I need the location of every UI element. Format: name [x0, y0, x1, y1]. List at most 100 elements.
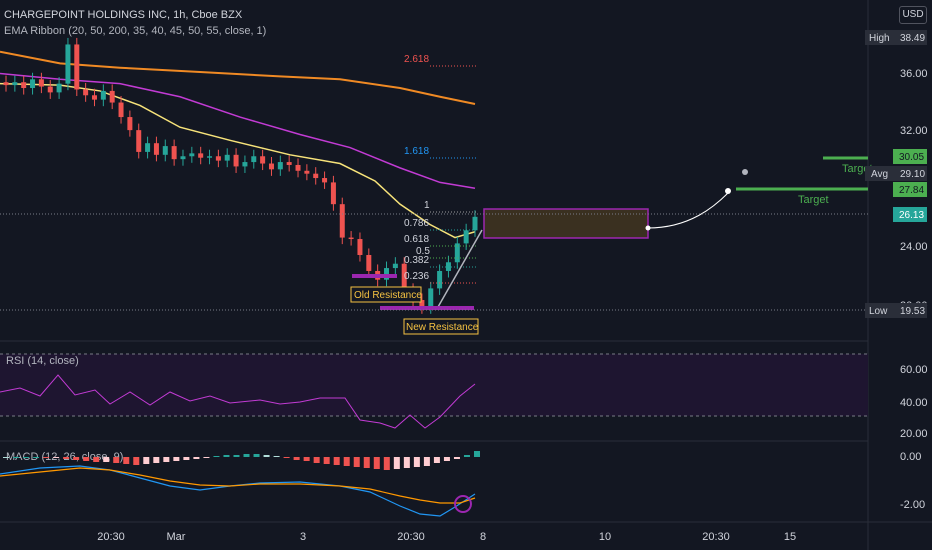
- time-tick: 3: [300, 531, 306, 543]
- low-value: 19.53: [900, 306, 925, 317]
- macd-hist-bar: [474, 451, 480, 457]
- macd-hist-bar: [13, 457, 20, 458]
- low-label: Low: [869, 306, 888, 317]
- macd-hist-bar: [433, 457, 440, 463]
- candle-body: [162, 146, 168, 155]
- macd-hist-bar: [363, 457, 370, 468]
- old-resistance-box: [350, 286, 422, 303]
- candle-body: [233, 154, 239, 167]
- candle-body: [428, 288, 434, 308]
- target-label-lower: Target: [798, 194, 829, 206]
- time-tick: 20:30: [397, 531, 425, 543]
- macd-hist-bar: [443, 457, 450, 461]
- macd-hist-bar: [313, 457, 320, 463]
- candle-body: [189, 153, 195, 157]
- macd-hist-bar: [23, 457, 30, 458]
- projection-box: [483, 208, 649, 239]
- target-label-upper: Target: [842, 163, 873, 175]
- currency-button[interactable]: USD: [899, 6, 927, 24]
- ema-ribbon-label[interactable]: EMA Ribbon (20, 50, 200, 35, 40, 45, 50,…: [4, 25, 267, 37]
- macd-line: [0, 465, 476, 517]
- macd-hist-bar: [293, 457, 300, 460]
- candle-body: [392, 263, 398, 269]
- candle-body: [198, 153, 204, 158]
- ema-50-line: [0, 72, 476, 189]
- ema-200-line: [0, 50, 476, 105]
- macd-hist-bar: [123, 457, 130, 464]
- macd-hist-bar: [323, 457, 330, 464]
- candle-body: [100, 90, 106, 100]
- macd-hist-bar: [113, 457, 120, 463]
- macd-hist-bar: [423, 457, 430, 466]
- fib-level-label: 0.236: [404, 271, 429, 282]
- macd-hist-bar: [223, 455, 230, 457]
- candle-body: [109, 90, 115, 103]
- candle-body: [348, 237, 354, 240]
- candle-body: [437, 270, 443, 289]
- candle-body: [268, 163, 274, 170]
- candle-body: [277, 162, 283, 170]
- macd-hist-bar: [233, 455, 240, 457]
- rsi-line: [0, 374, 476, 429]
- macd-hist-bar: [63, 457, 70, 459]
- macd-hist-bar: [93, 457, 100, 462]
- fib-level-label: 0.618: [404, 234, 429, 245]
- macd-hist-bar: [253, 454, 260, 457]
- old-resistance-zone: [352, 274, 397, 278]
- time-tick: 20:30: [702, 531, 730, 543]
- candle-body: [419, 300, 425, 308]
- candle-body: [65, 44, 71, 84]
- candle-body: [38, 79, 44, 87]
- fib-level-label: 0.786: [404, 218, 429, 229]
- macd-hist-bar: [263, 455, 270, 457]
- macd-hist-bar: [203, 457, 210, 458]
- candle-body: [472, 216, 478, 231]
- macd-hist-bar: [3, 457, 9, 458]
- candle-body: [171, 146, 177, 160]
- candle-body: [118, 102, 124, 118]
- target-upper-value: 30.05: [899, 152, 924, 163]
- fib-level-label: 1.618: [404, 146, 429, 157]
- time-tick: Mar: [167, 531, 186, 543]
- new-resistance-label: New Resistance: [406, 322, 479, 333]
- macd-hist-bar: [73, 457, 80, 460]
- candle-body: [366, 255, 372, 271]
- old-resistance-label: Old Resistance: [354, 290, 422, 301]
- macd-cross-marker: [454, 495, 472, 513]
- candle-body: [207, 156, 213, 158]
- macd-hist-bar: [333, 457, 340, 465]
- macd-hist-bar: [373, 457, 380, 469]
- candle-body: [304, 170, 310, 174]
- fib-level-label: 1: [424, 200, 430, 211]
- rsi-tick: 20.00: [900, 428, 928, 440]
- macd-hist-bar: [213, 456, 220, 457]
- candle-body: [339, 204, 345, 238]
- candle-body: [313, 173, 319, 179]
- candle-body: [127, 117, 133, 131]
- clock-marker: [742, 169, 748, 175]
- macd-hist-bar: [463, 455, 470, 457]
- candle-body: [136, 130, 142, 152]
- macd-hist-bar: [103, 457, 110, 462]
- candle-body: [30, 79, 36, 89]
- candle-body: [3, 82, 9, 86]
- macd-hist-bar: [43, 457, 50, 458]
- projection-curve: [647, 192, 729, 229]
- macd-hist-bar: [413, 457, 420, 467]
- signal-line: [0, 467, 476, 504]
- rsi-label: RSI (14, close): [6, 355, 79, 367]
- candle-body: [251, 156, 257, 163]
- target-upper-tag: [893, 149, 927, 164]
- macd-hist-bar: [243, 454, 250, 457]
- projection-point: [645, 225, 651, 231]
- macd-hist-bar: [353, 457, 360, 467]
- candle-body: [47, 86, 53, 93]
- macd-hist-bar: [343, 457, 350, 466]
- candle-body: [153, 143, 159, 155]
- time-tick: 20:30: [97, 531, 125, 543]
- price-tick: 32.00: [900, 125, 928, 137]
- last-price-tag: [893, 207, 927, 222]
- ema-20-line: [0, 82, 476, 239]
- candle-body: [260, 156, 266, 164]
